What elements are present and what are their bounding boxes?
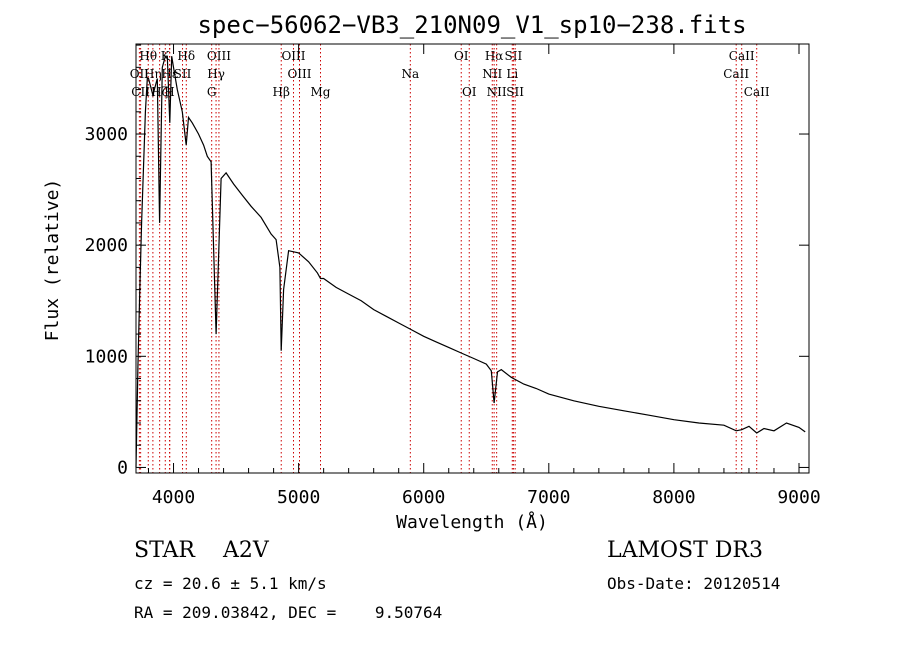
- line-label: Hθ: [139, 49, 157, 63]
- line-label: Hζ: [151, 85, 168, 99]
- line-label: NII: [487, 85, 507, 99]
- spectrum-line: [135, 55, 806, 468]
- line-label: CaII: [723, 67, 749, 81]
- x-tick-label: 6000: [402, 487, 445, 508]
- x-axis-label: Wavelength (Å): [396, 511, 548, 533]
- line-label: Na: [402, 67, 420, 81]
- x-tick-label: 9000: [777, 487, 820, 508]
- x-tick-label: 8000: [652, 487, 695, 508]
- survey-name: LAMOST DR3: [607, 538, 763, 563]
- line-label: Hδ: [177, 49, 195, 63]
- line-label: SII: [506, 85, 524, 99]
- line-label: Hη: [144, 67, 162, 81]
- line-label: OIII: [281, 49, 305, 63]
- ra-dec-coordinates: RA = 209.03842, DEC = 9.50764: [134, 603, 443, 622]
- line-label: OI: [462, 85, 477, 99]
- chart-title: spec−56062−VB3_210N09_V1_sp10−238.fits: [197, 11, 746, 39]
- observation-date: Obs-Date: 20120514: [607, 574, 781, 593]
- y-tick-label: 1000: [85, 346, 128, 367]
- line-label: SII: [174, 67, 192, 81]
- y-tick-label: 3000: [85, 124, 128, 145]
- line-label: OIII: [287, 67, 311, 81]
- line-label: NII: [482, 67, 502, 81]
- line-label: OII: [130, 67, 150, 81]
- y-tick-label: 2000: [85, 235, 128, 256]
- line-label: Li: [506, 67, 518, 81]
- y-axis-label: Flux (relative): [42, 179, 63, 342]
- line-label: Mg: [311, 85, 331, 99]
- line-label: CaII: [744, 85, 770, 99]
- line-label: G: [207, 85, 217, 99]
- line-label: OI: [454, 49, 469, 63]
- line-label: OIII: [207, 49, 231, 63]
- object-class: STAR A2V: [134, 538, 269, 563]
- y-tick-label: 0: [117, 457, 128, 478]
- redshift-cz: cz = 20.6 ± 5.1 km/s: [134, 574, 327, 593]
- line-label: H: [164, 85, 174, 99]
- x-tick-label: 5000: [277, 487, 320, 508]
- line-label: CaII: [729, 49, 755, 63]
- line-label: SII: [505, 49, 523, 63]
- line-label: Hα: [485, 49, 504, 63]
- plot-frame: [135, 43, 810, 474]
- x-tick-label: 7000: [527, 487, 570, 508]
- x-tick-label: 4000: [152, 487, 195, 508]
- line-label: Hβ: [273, 85, 290, 99]
- axis-ticks: 4000 5000 6000 7000 8000 9000 0 1000 2000 3000: [85, 44, 821, 508]
- line-label: Hγ: [207, 67, 225, 81]
